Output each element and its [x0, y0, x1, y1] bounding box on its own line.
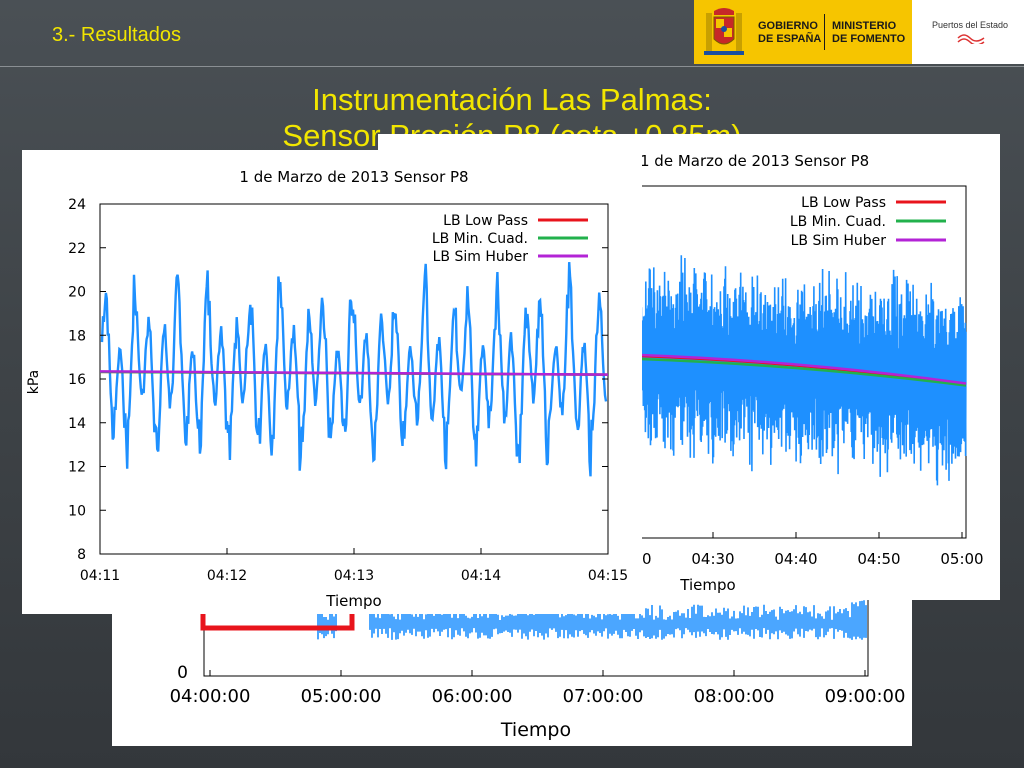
left-chart-title: 1 de Marzo de 2013 Sensor P8 — [239, 168, 468, 186]
gobierno-line2: DE ESPAÑA — [758, 33, 822, 45]
bottom-red-bracket — [200, 600, 355, 631]
logo-separator — [824, 14, 825, 50]
bottom-chart-svg: 0 04:00:00 05:00:00 06:00:00 07:00:00 08:00:… — [170, 499, 906, 741]
bottom-signal-bars — [317, 600, 867, 640]
bottom-x-tick: 04:00:00 — [170, 686, 251, 707]
left-signal — [100, 262, 608, 477]
left-y-tick: 18 — [68, 328, 86, 344]
right-trend-line — [639, 357, 967, 387]
left-y-tick: 22 — [68, 241, 86, 257]
left-x-tick: 04:15 — [588, 568, 628, 584]
left-x-axis-label: Tiempo — [325, 592, 381, 610]
left-x-tick: 04:14 — [461, 568, 501, 584]
left-y-tick: 20 — [68, 285, 86, 301]
coat-of-arms-icon — [704, 8, 744, 55]
right-legend-label: LB Low Pass — [801, 195, 886, 211]
right-chart-title: 1 de Marzo de 2013 Sensor P8 — [640, 152, 869, 170]
bottom-x-tick: 08:00:00 — [694, 686, 775, 707]
left-x-tick: 04:12 — [207, 568, 247, 584]
ministerio-text: MINISTERIO DE FOMENTO — [832, 20, 905, 46]
left-x-tick: 04:11 — [80, 568, 120, 584]
left-chart-svg: 1 de Marzo de 2013 Sensor P8 LB Low Pass… — [26, 168, 628, 610]
gobierno-line1: GOBIERNO — [758, 20, 818, 32]
left-y-axis-label: kPa — [26, 370, 42, 395]
right-x-tick: 04:30 — [691, 550, 734, 568]
bottom-x-tick: 05:00:00 — [301, 686, 382, 707]
right-x-tick: 04:50 — [857, 550, 900, 568]
right-x-tick: 05:00 — [940, 550, 983, 568]
bottom-x-tick: 06:00:00 — [432, 686, 513, 707]
puertos-text: Puertos del Estado — [932, 20, 1009, 30]
bottom-signal — [317, 600, 867, 640]
bottom-x-axis-label: Tiempo — [500, 719, 571, 741]
header-bar: 3.- Resultados GOBIERNO DE ESPAÑA MINIST… — [0, 0, 1024, 67]
right-signal-line — [639, 255, 967, 486]
left-x-tick: 04:13 — [334, 568, 374, 584]
gobierno-text: GOBIERNO DE ESPAÑA — [758, 20, 821, 46]
left-y-tick: 14 — [68, 416, 86, 432]
right-x-tick: 04:40 — [774, 550, 817, 568]
left-legend-label: LB Low Pass — [443, 213, 528, 229]
puertos-logo: Puertos del Estado — [912, 0, 1024, 64]
right-signal — [639, 255, 967, 486]
left-trend-line — [99, 370, 609, 376]
right-x-axis-label: Tiempo — [679, 576, 735, 594]
ministerio-line1: MINISTERIO — [832, 20, 897, 32]
left-y-tick: 12 — [68, 460, 86, 476]
left-y-tick: 8 — [77, 547, 86, 563]
left-legend-label: LB Min. Cuad. — [432, 231, 528, 247]
slide-title-line1: Instrumentación Las Palmas: — [312, 82, 712, 117]
bottom-x-tick: 07:00:00 — [563, 686, 644, 707]
right-legend-label: LB Min. Cuad. — [790, 214, 886, 230]
ministerio-line2: DE FOMENTO — [832, 33, 906, 45]
left-chart: 1 de Marzo de 2013 Sensor P8 LB Low Pass… — [22, 150, 642, 614]
left-y-tick: 10 — [68, 503, 86, 519]
section-label: 3.- Resultados — [52, 24, 181, 46]
puertos-wave-icon — [957, 34, 985, 44]
left-signal-line — [100, 262, 608, 477]
bottom-x-tick: 09:00:00 — [825, 686, 906, 707]
bottom-y-tick: 0 — [177, 663, 188, 683]
left-legend-label: LB Sim Huber — [433, 249, 529, 265]
gobierno-logo: GOBIERNO DE ESPAÑA MINISTERIO DE FOMENTO — [694, 0, 912, 64]
right-legend-label: LB Sim Huber — [791, 233, 887, 249]
right-chart-svg: 1 de Marzo de 2013 Sensor P8 LB Low Pass… — [608, 152, 983, 594]
left-y-tick: 24 — [68, 197, 86, 213]
left-y-tick: 16 — [68, 372, 86, 388]
right-trend-line — [639, 353, 967, 385]
